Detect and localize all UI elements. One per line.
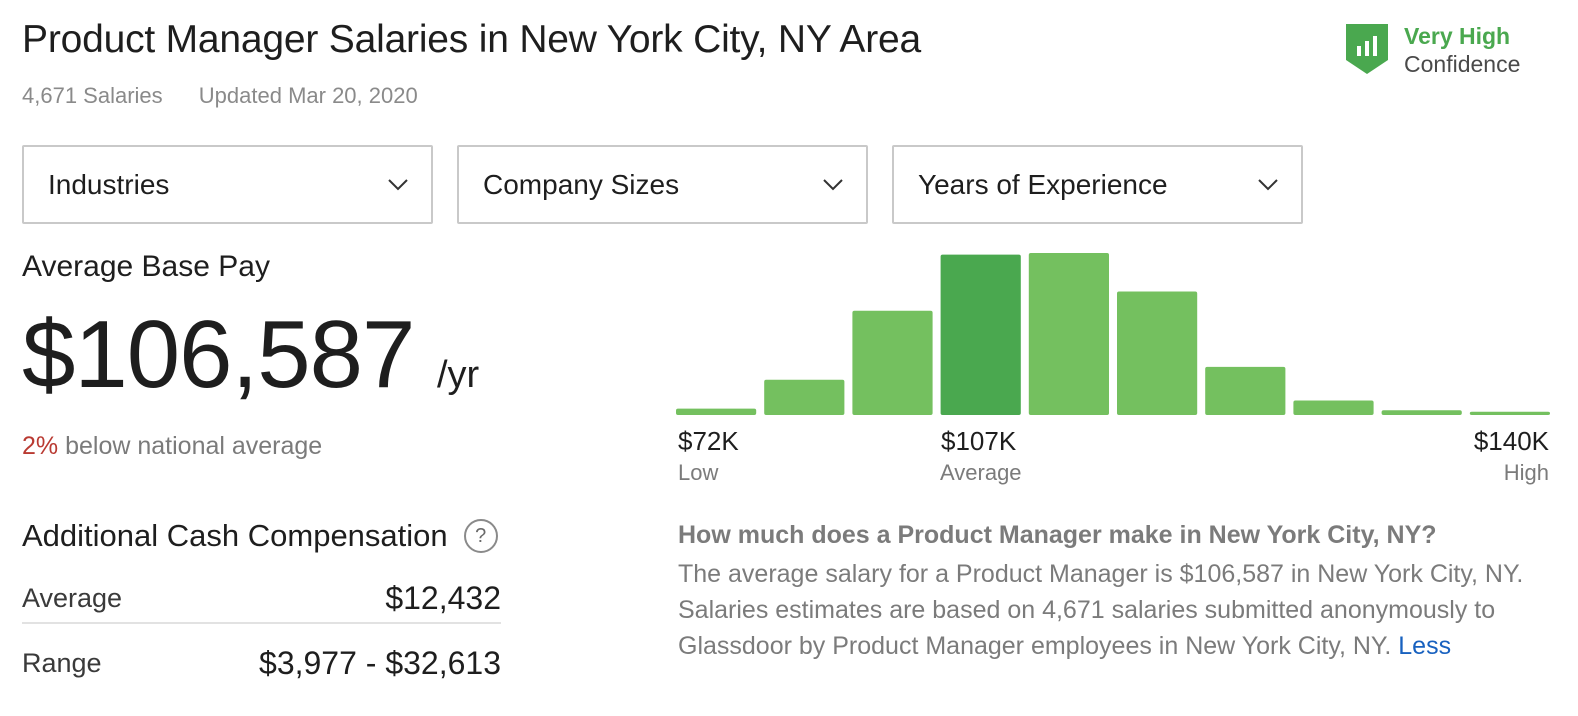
axis-high-label: High xyxy=(1503,460,1549,485)
average-base-pay-label: Average Base Pay xyxy=(22,250,270,283)
salary-faq-question: How much does a Product Manager make in … xyxy=(678,521,1437,549)
salary-count: 4,671 Salaries xyxy=(22,83,163,108)
cash-compensation-heading: Additional Cash Compensation ? xyxy=(22,518,498,554)
filter-bar: Industries Company Sizes Years of Experi… xyxy=(22,145,1303,224)
axis-high-value: $140K xyxy=(1473,426,1549,456)
histogram-bar[interactable] xyxy=(1028,253,1109,415)
cash-range-label: Range xyxy=(22,647,102,678)
years-of-experience-dropdown[interactable]: Years of Experience xyxy=(892,145,1303,224)
cash-average-row: Average $12,432 xyxy=(22,575,501,621)
axis-average-value: $107K xyxy=(941,426,1017,456)
page-title: Product Manager Salaries in New York Cit… xyxy=(22,18,921,61)
industries-dropdown-label: Industries xyxy=(48,168,170,200)
cash-average-value: $12,432 xyxy=(385,579,501,616)
industries-dropdown[interactable]: Industries xyxy=(22,145,433,224)
company-sizes-dropdown[interactable]: Company Sizes xyxy=(457,145,868,224)
histogram-bar[interactable] xyxy=(676,408,757,415)
help-icon[interactable]: ? xyxy=(463,519,498,553)
less-link[interactable]: Less xyxy=(1398,632,1452,660)
cash-average-label: Average xyxy=(22,582,123,613)
histogram-bar[interactable] xyxy=(1117,291,1198,416)
salary-faq-answer-text: The average salary for a Product Manager… xyxy=(678,560,1524,660)
comparison-percent: 2% xyxy=(22,432,59,460)
confidence-level: Very High xyxy=(1404,23,1511,49)
company-sizes-dropdown-label: Company Sizes xyxy=(483,168,680,200)
axis-average-label: Average xyxy=(940,460,1022,485)
cash-range-row: Range $3,977 - $32,613 xyxy=(22,640,501,686)
histogram-bar[interactable] xyxy=(1205,366,1286,415)
histogram-bar[interactable] xyxy=(852,310,933,415)
cash-compensation-title: Additional Cash Compensation xyxy=(22,518,448,553)
cash-range-value: $3,977 - $32,613 xyxy=(259,644,501,681)
histogram-bar[interactable] xyxy=(1293,400,1374,415)
chevron-down-icon xyxy=(823,178,843,190)
average-base-pay-value: $106,587 xyxy=(22,301,415,408)
confidence-badge: Very High Confidence xyxy=(1346,22,1520,78)
salary-faq-answer: The average salary for a Product Manager… xyxy=(678,556,1558,664)
pay-period-unit: /yr xyxy=(437,354,480,396)
histogram-bar[interactable] xyxy=(1469,411,1550,415)
salary-meta: 4,671 Salaries Updated Mar 20, 2020 xyxy=(22,83,418,109)
national-comparison: 2% below national average xyxy=(22,432,322,461)
updated-date: Updated Mar 20, 2020 xyxy=(198,83,418,108)
axis-low-value: $72K xyxy=(678,426,739,456)
years-of-experience-dropdown-label: Years of Experience xyxy=(918,168,1168,200)
histogram-bar[interactable] xyxy=(764,379,845,415)
histogram-bar-average[interactable] xyxy=(940,254,1021,415)
chevron-down-icon xyxy=(388,178,408,190)
bar-chart-shield-icon xyxy=(1346,24,1388,74)
axis-low-label: Low xyxy=(678,460,719,485)
salary-histogram xyxy=(676,253,1550,416)
divider xyxy=(22,622,501,624)
chevron-down-icon xyxy=(1258,178,1278,190)
histogram-bar[interactable] xyxy=(1381,410,1462,415)
confidence-label: Confidence xyxy=(1404,51,1521,77)
comparison-text: below national average xyxy=(58,432,323,460)
